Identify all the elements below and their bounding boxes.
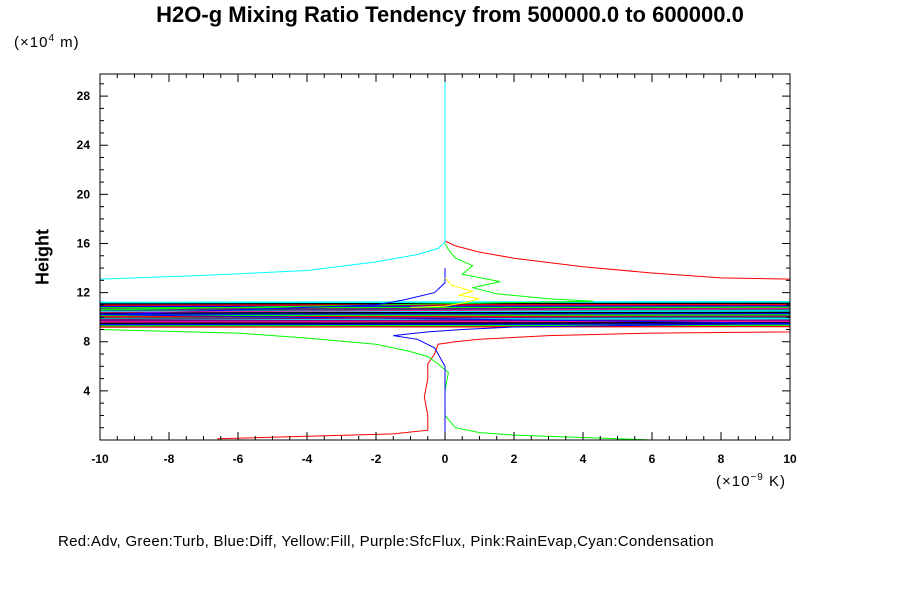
x-unit-end: K) [763, 473, 787, 490]
y-unit-exponent: 4 [48, 33, 56, 44]
y-tick-label: 12 [77, 286, 91, 300]
chart-title: H2O-g Mixing Ratio Tendency from 500000.… [156, 2, 744, 27]
x-tick-label: -2 [371, 452, 382, 466]
x-tick-label: 8 [718, 452, 725, 466]
x-tick-label: -10 [91, 452, 109, 466]
legend-text: Red:Adv, Green:Turb, Blue:Diff, Yellow:F… [58, 533, 714, 550]
y-axis-unit: (×104 m) [14, 33, 80, 51]
x-tick-label: 2 [511, 452, 518, 466]
band-line [99, 321, 791, 324]
band-line [99, 319, 791, 322]
series-line-condensation [99, 74, 446, 280]
x-tick-label: -4 [302, 452, 313, 466]
x-axis-unit: (×10−9 K) [716, 472, 786, 490]
band-line [99, 323, 791, 326]
x-tick-label: -8 [164, 452, 175, 466]
x-tick-label: -6 [233, 452, 244, 466]
series-line-sfcflux [99, 315, 791, 321]
x-tick-label: 6 [649, 452, 656, 466]
y-tick-label: 8 [83, 335, 90, 349]
x-tick-label: 10 [783, 452, 797, 466]
series-line-fill [410, 277, 480, 308]
band-line [99, 320, 791, 323]
series-line-adv [217, 240, 791, 440]
y-unit-base: (×10 [14, 34, 49, 51]
series-line-rainevap [99, 308, 791, 313]
band-line [99, 324, 791, 327]
y-tick-label: 4 [83, 384, 90, 398]
band-line [99, 303, 791, 306]
y-tick-label: 20 [77, 187, 91, 201]
x-unit-exponent: −9 [750, 472, 764, 483]
y-unit-end: m) [55, 34, 80, 51]
band-line [99, 307, 791, 310]
x-tick-label: 4 [580, 452, 587, 466]
series-line-turb [99, 243, 653, 441]
band-line [99, 312, 791, 315]
band-line [99, 301, 791, 304]
band-line [99, 313, 791, 317]
y-tick-label: 16 [77, 236, 91, 250]
x-unit-base: (×10 [716, 473, 751, 490]
y-tick-label: 24 [77, 138, 91, 152]
x-tick-label: 0 [442, 452, 449, 466]
band-line [99, 311, 791, 314]
y-tick-label: 28 [77, 89, 91, 103]
series-line-diff [99, 268, 791, 440]
band-line [99, 325, 791, 328]
